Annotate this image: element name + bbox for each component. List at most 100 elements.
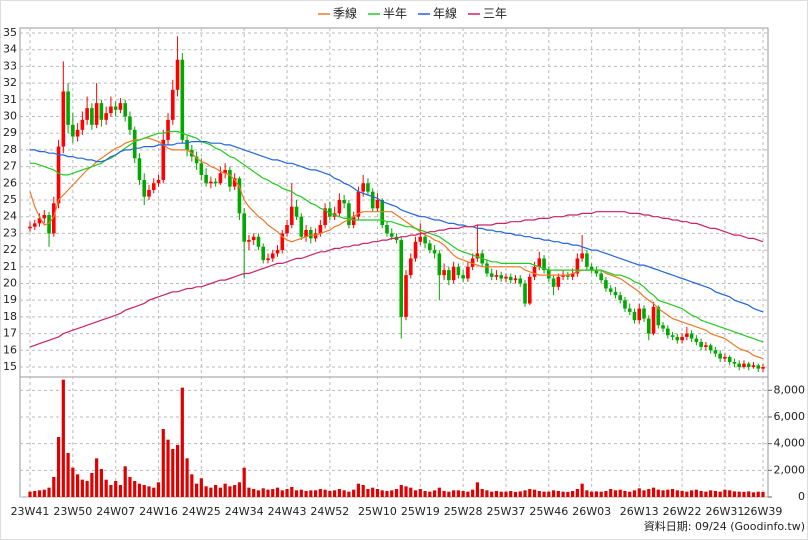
candle-body xyxy=(566,275,570,277)
candle-body xyxy=(637,308,642,321)
x-tick-label: 24W43 xyxy=(268,505,307,518)
candle-body xyxy=(428,243,432,251)
volume-bar xyxy=(632,490,637,497)
volume-bar xyxy=(194,483,199,497)
volume-bar xyxy=(575,489,579,497)
volume-bar xyxy=(523,490,527,497)
candle-body xyxy=(56,146,61,204)
y-tick-label: 18 xyxy=(3,310,17,323)
volume-bar xyxy=(452,490,456,497)
candle-body xyxy=(732,361,737,364)
candle-body xyxy=(470,258,475,267)
candle-body xyxy=(161,139,166,180)
candle-body xyxy=(185,139,189,150)
x-tick-label: 24W16 xyxy=(139,505,178,518)
candle-body xyxy=(118,103,123,110)
legend-label: 半年 xyxy=(383,7,407,21)
volume-bar xyxy=(104,479,108,497)
legend-label: 年線 xyxy=(433,6,457,21)
volume-bar xyxy=(547,491,551,497)
candle-body xyxy=(713,350,718,354)
volume-bar xyxy=(604,491,608,497)
y-tick-label: 16 xyxy=(3,343,17,356)
candle-body xyxy=(304,230,308,237)
volume-bar xyxy=(670,489,675,497)
volume-bar xyxy=(247,487,251,497)
volume-bar xyxy=(613,490,618,497)
y-tick-label: 25 xyxy=(3,193,17,206)
candle-body xyxy=(561,275,565,277)
volume-bar xyxy=(233,485,237,497)
volume-bar xyxy=(342,490,346,497)
candle-body xyxy=(366,183,370,192)
candle-body xyxy=(113,106,118,110)
volume-bar xyxy=(190,474,194,497)
ma-line xyxy=(30,141,764,313)
candle-body xyxy=(413,241,418,259)
y-tick-label: 22 xyxy=(3,243,17,256)
volume-bar xyxy=(333,490,337,497)
volume-bar xyxy=(394,489,399,497)
candle-body xyxy=(742,363,746,367)
y-tick-label: 29 xyxy=(3,126,17,139)
candle-body xyxy=(704,345,708,347)
volume-bar xyxy=(713,491,718,497)
volume-bar xyxy=(85,481,89,497)
candle-body xyxy=(408,258,413,276)
volume-bar xyxy=(694,489,698,497)
y-tick-label: 24 xyxy=(3,210,17,223)
y2-tick-label: 4,000 xyxy=(774,437,806,450)
candle-body xyxy=(689,333,694,339)
x-tick-label: 25W10 xyxy=(358,505,397,518)
candle-body xyxy=(527,276,532,304)
y-tick-label: 26 xyxy=(3,176,17,189)
volume-bar xyxy=(728,490,732,497)
candle-body xyxy=(385,225,389,234)
volume-bar xyxy=(214,485,218,497)
volume-bar xyxy=(304,491,308,497)
candle-body xyxy=(294,206,299,217)
volume-bar xyxy=(313,490,318,497)
volume-bar xyxy=(185,458,189,497)
candle-body xyxy=(285,225,289,234)
volume-bar xyxy=(542,491,546,497)
volume-bar xyxy=(761,491,765,497)
candle-body xyxy=(489,273,494,277)
volume-bar xyxy=(737,491,741,497)
volume-bar xyxy=(594,491,599,497)
candle-body xyxy=(128,116,132,130)
volume-bar xyxy=(375,489,380,497)
volume-bar xyxy=(228,486,232,497)
volume-bar xyxy=(499,491,503,497)
volume-bar xyxy=(485,490,489,497)
volume-bar xyxy=(471,489,475,497)
volume-bar xyxy=(551,490,556,497)
y2-tick-label: 8,000 xyxy=(774,383,806,396)
candle-body xyxy=(708,345,713,351)
candle-body xyxy=(604,280,608,289)
candle-body xyxy=(71,124,75,137)
candle-body xyxy=(632,311,637,321)
candle-body xyxy=(361,183,365,192)
x-tick-label: 26W31 xyxy=(705,505,744,518)
candle-body xyxy=(209,181,213,184)
volume-bar xyxy=(309,490,313,497)
x-tick-label: 24W07 xyxy=(96,505,135,518)
x-tick-label: 25W28 xyxy=(444,505,483,518)
volume-bar xyxy=(280,490,284,497)
candle-body xyxy=(280,233,285,251)
volume-bar xyxy=(704,491,708,497)
candle-body xyxy=(109,106,113,114)
volume-bar xyxy=(352,489,356,497)
volume-bar xyxy=(133,481,137,497)
volume-bar xyxy=(28,491,32,497)
volume-bar xyxy=(142,485,146,497)
y-tick-label: 27 xyxy=(3,160,17,173)
volume-bar xyxy=(504,491,508,497)
candle-body xyxy=(389,233,394,237)
candle-body xyxy=(232,178,237,187)
volume-bar xyxy=(33,491,37,497)
volume-bar xyxy=(461,491,465,497)
candle-body xyxy=(537,258,542,267)
